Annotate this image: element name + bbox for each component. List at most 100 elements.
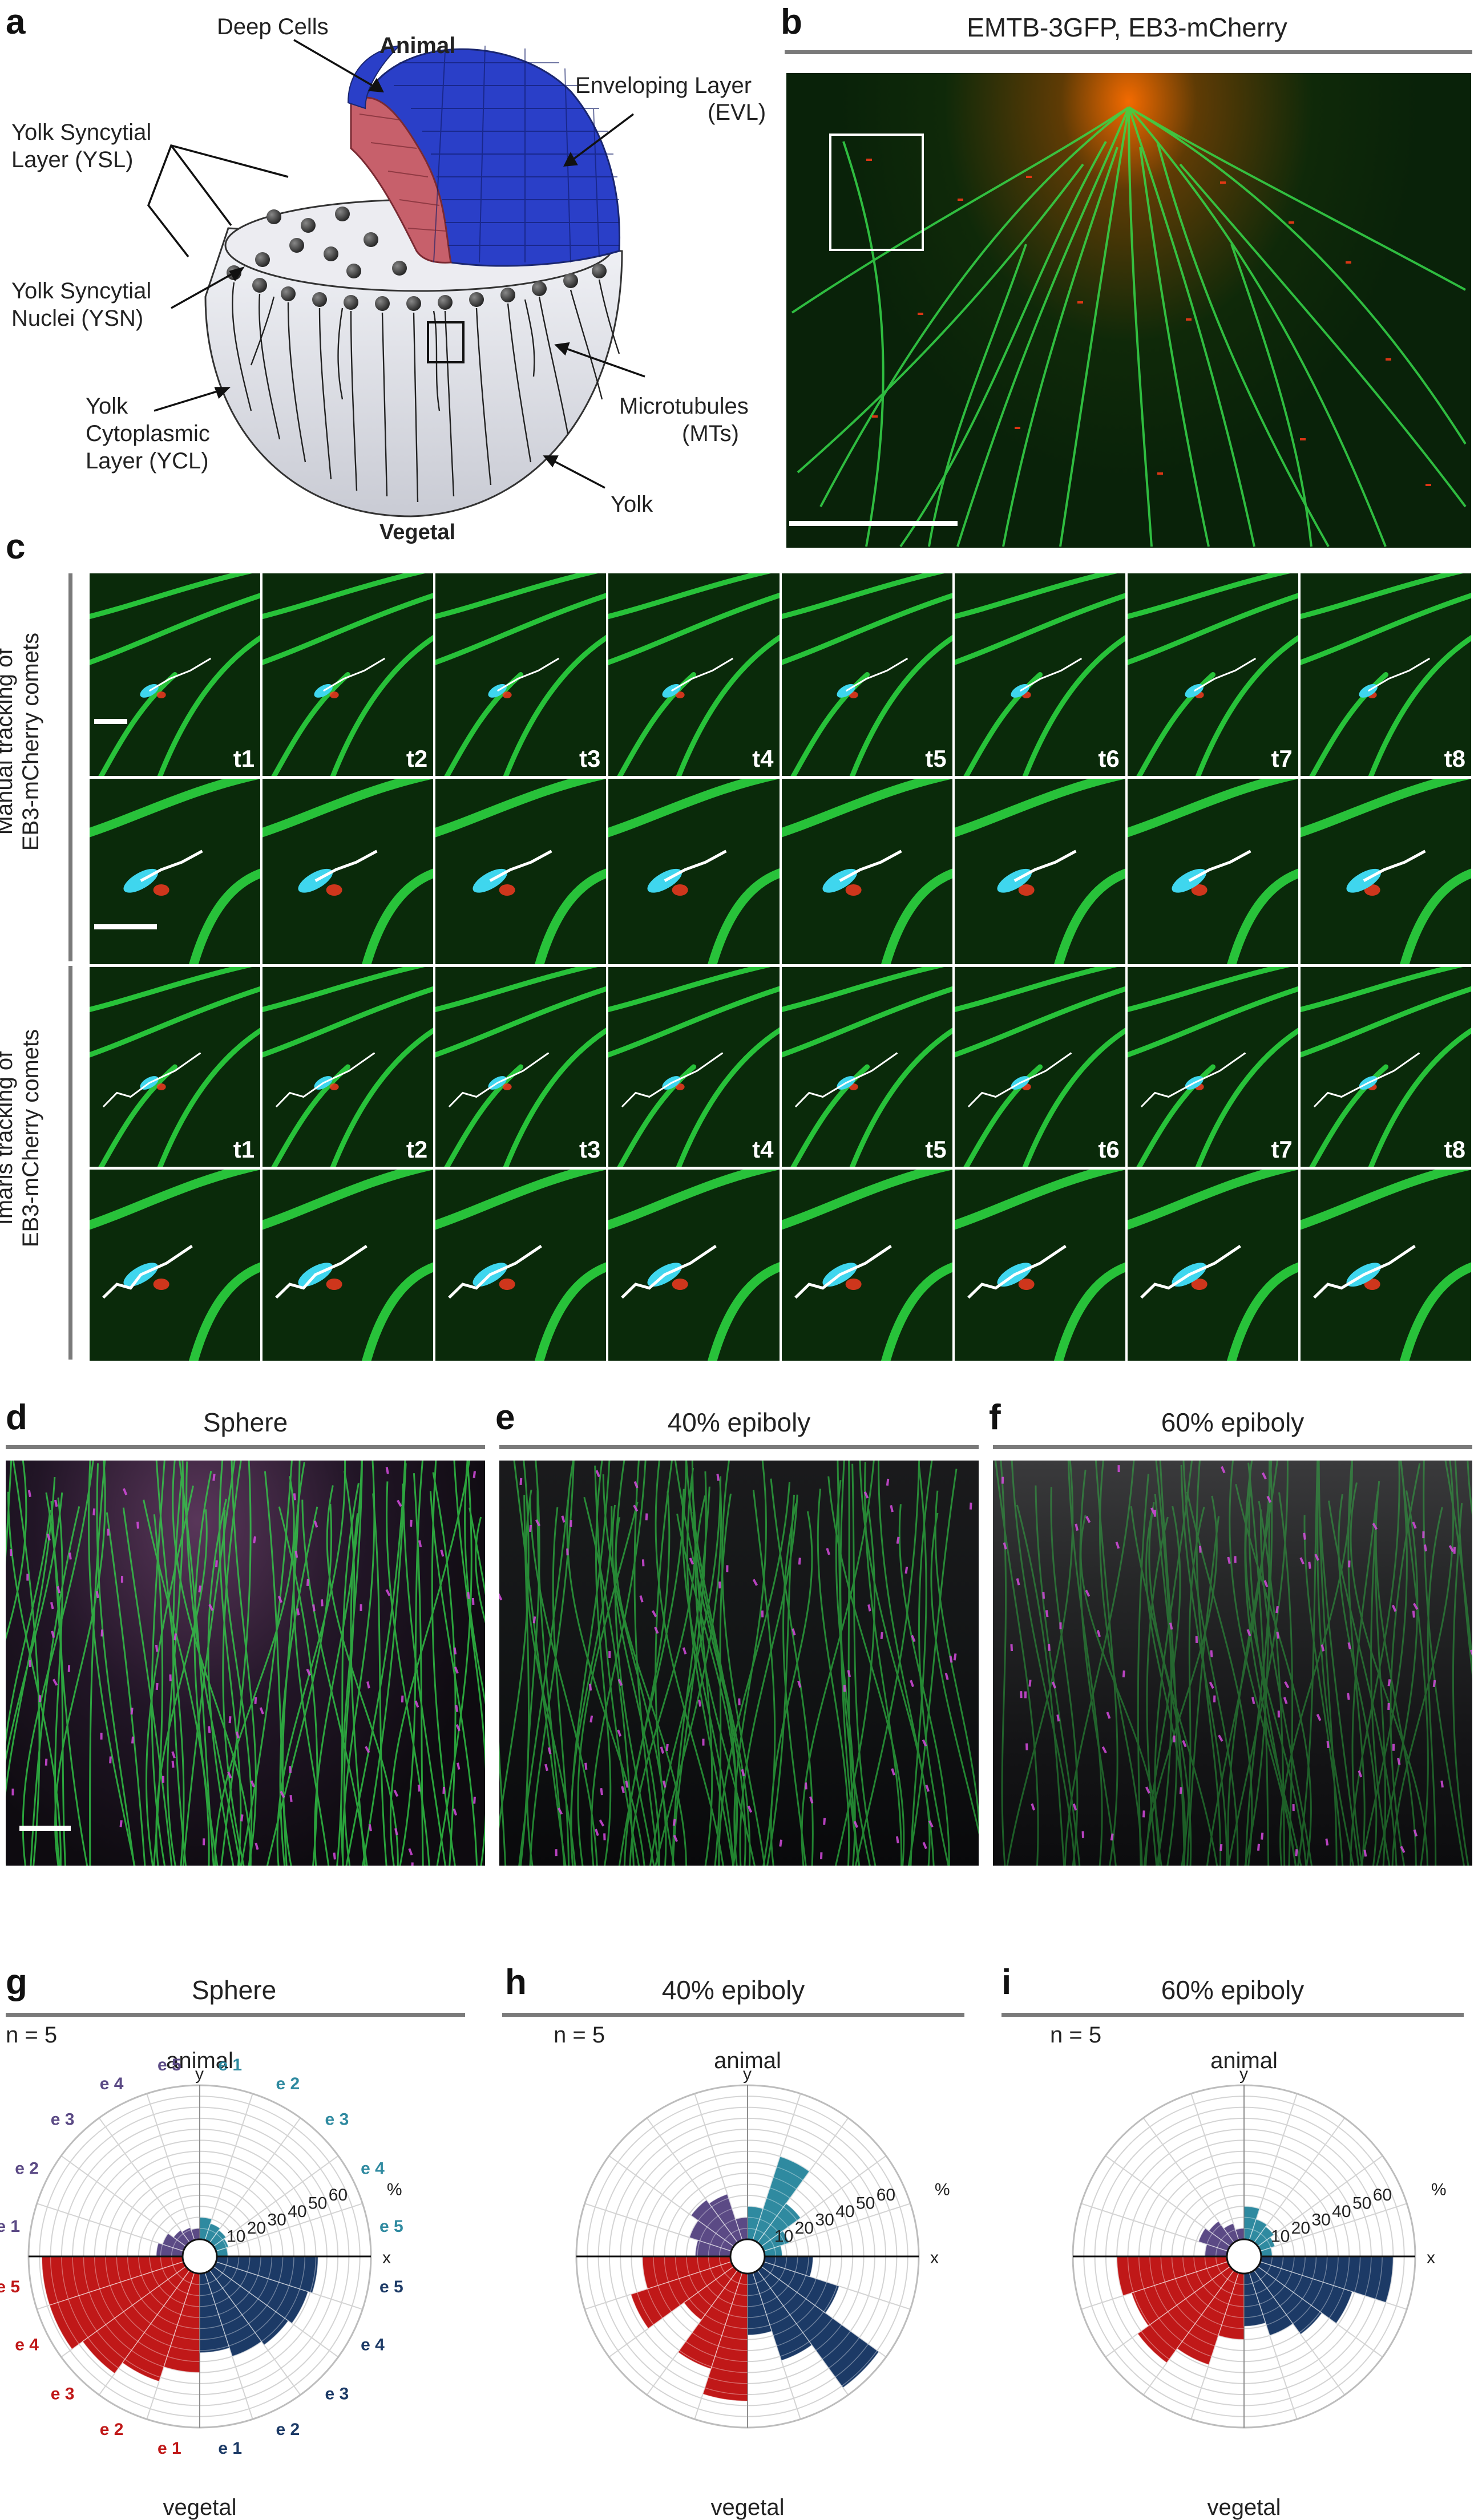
frame-label-manual-6: t6 bbox=[1098, 745, 1120, 772]
panel-c-label-imaris-2: EB3-mCherry comets bbox=[18, 1029, 43, 1248]
panel-c-frame-manual-overview-2: t2 bbox=[263, 573, 434, 776]
embryo-diagram-svg bbox=[147, 39, 645, 517]
panel-c-frame-imaris-overview-4: t4 bbox=[608, 967, 780, 1167]
panel-i-title-bar bbox=[1001, 2013, 1464, 2017]
eb3-comet bbox=[672, 884, 689, 896]
polar-sector-label-q3: e 4 bbox=[15, 2335, 39, 2354]
panel-letter-c: c bbox=[6, 527, 26, 567]
panel-letter-e: e bbox=[495, 1398, 515, 1437]
panel-e-title-bar bbox=[499, 1445, 979, 1449]
panel-b-title-bar bbox=[785, 50, 1472, 54]
panel-f-micrograph bbox=[993, 1461, 1472, 1866]
track-line bbox=[1313, 1052, 1420, 1108]
panel-d-micrograph bbox=[6, 1461, 485, 1866]
track-line bbox=[1140, 1244, 1241, 1299]
panel-c-scale-bar-2 bbox=[94, 924, 157, 929]
track-line bbox=[140, 850, 203, 882]
panel-c-frame-manual-zoom-5 bbox=[781, 779, 952, 964]
panel-c-frame-art bbox=[90, 967, 261, 1167]
polar-tick-label: 20 bbox=[795, 2219, 814, 2238]
eb3-comet bbox=[153, 1279, 169, 1290]
eb3-comet bbox=[499, 1279, 515, 1290]
polar-sector-label-q3: e 1 bbox=[158, 2439, 181, 2458]
polar-tick-label: 60 bbox=[877, 2186, 895, 2205]
panel-letter-b: b bbox=[781, 2, 802, 42]
label-ysn-2: Nuclei (YSN) bbox=[11, 306, 144, 331]
polar-tick-label: 40 bbox=[1332, 2202, 1351, 2221]
panel-g-title-bar bbox=[6, 2013, 465, 2017]
track-line bbox=[1140, 1052, 1246, 1108]
blastoderm-animal-cap bbox=[347, 45, 401, 110]
polar-tick-label: 30 bbox=[267, 2210, 286, 2229]
label-yolk: Yolk bbox=[611, 492, 653, 517]
panel-i-title: 60% epiboly bbox=[1161, 1975, 1305, 2005]
polar-sector-label-q1: e 5 bbox=[379, 2217, 403, 2236]
eb3-comet bbox=[153, 884, 169, 896]
panel-c-divider-top bbox=[68, 573, 72, 961]
label-deep-cells: Deep Cells bbox=[217, 14, 329, 39]
polar-y-label: y bbox=[743, 2065, 752, 2084]
panel-c-frame-art bbox=[1127, 967, 1298, 1167]
label-evl-1: Enveloping Layer bbox=[575, 73, 752, 98]
eb3-comet bbox=[676, 1083, 685, 1090]
panel-c-frame-imaris-overview-7: t7 bbox=[1127, 967, 1298, 1167]
panel-c-frame-art bbox=[954, 1170, 1125, 1361]
eb3-comet bbox=[329, 1083, 339, 1090]
polar-sector-label-q4: e 4 bbox=[361, 2335, 385, 2354]
frame-label-imaris-1: t1 bbox=[233, 1136, 255, 1163]
track-line bbox=[621, 1244, 717, 1299]
frame-label-imaris-5: t5 bbox=[925, 1136, 947, 1163]
polar-tick-label: 60 bbox=[329, 2186, 348, 2205]
track-line bbox=[1313, 1244, 1416, 1299]
label-mts-2: (MTs) bbox=[682, 421, 739, 446]
panel-b-scale-bar bbox=[789, 521, 958, 526]
polar-tick-label: 10 bbox=[1271, 2227, 1290, 2246]
frame-label-imaris-2: t2 bbox=[406, 1136, 428, 1163]
track-line bbox=[275, 1052, 375, 1108]
polar-center-hole bbox=[181, 2238, 218, 2275]
eb3-comet bbox=[676, 691, 685, 698]
panel-c-frame-imaris-overview-6: t6 bbox=[954, 967, 1125, 1167]
polar-sector-label-q1: e 2 bbox=[276, 2074, 300, 2093]
polar-x-label: x bbox=[930, 2248, 939, 2267]
label-ycl-2: Cytoplasmic bbox=[86, 421, 210, 446]
track-line bbox=[102, 1052, 201, 1108]
track-line bbox=[671, 657, 734, 692]
track-line bbox=[1188, 850, 1251, 882]
track-line bbox=[839, 850, 902, 882]
panel-e-micrograph bbox=[499, 1461, 979, 1866]
callout-lines bbox=[147, 39, 645, 489]
frame-label-imaris-3: t3 bbox=[579, 1136, 601, 1163]
panel-c-frame-art bbox=[1300, 967, 1471, 1167]
frame-label-manual-8: t8 bbox=[1444, 745, 1465, 772]
polar-n-label: n = 5 bbox=[554, 2023, 605, 2048]
polar-tick-label: 30 bbox=[1311, 2210, 1330, 2229]
panel-c-frame-imaris-zoom-4 bbox=[608, 1170, 780, 1361]
panel-c-scale-bar-1 bbox=[94, 719, 127, 724]
panel-b-roi-box bbox=[829, 134, 924, 251]
polar-tick-label: 40 bbox=[288, 2202, 306, 2221]
track-line bbox=[1367, 657, 1431, 692]
panel-b-title: EMTB-3GFP, EB3-mCherry bbox=[967, 13, 1287, 42]
deep-cell-texture bbox=[359, 114, 447, 232]
panel-d-title-bar bbox=[6, 1445, 485, 1449]
track-line bbox=[449, 1052, 550, 1108]
track-line bbox=[1193, 657, 1256, 692]
track-line bbox=[664, 850, 727, 882]
polar-sector-label-q2: e 2 bbox=[15, 2159, 39, 2178]
panel-c-frame-art bbox=[781, 967, 952, 1167]
panel-c-frame-manual-zoom-1 bbox=[90, 779, 261, 964]
polar-sector-label-q2: e 5 bbox=[158, 2056, 181, 2074]
panel-c-frame-art bbox=[781, 573, 952, 776]
panel-c-divider-bottom bbox=[68, 966, 72, 1360]
polar-animal-label: animal bbox=[714, 2048, 781, 2073]
panel-c-frame-art bbox=[1300, 1170, 1471, 1361]
polar-percent-label: % bbox=[1431, 2180, 1447, 2199]
panel-letter-a: a bbox=[6, 2, 26, 42]
track-line bbox=[314, 850, 378, 882]
panel-c-frame-art bbox=[263, 1170, 434, 1361]
polar-y-label: y bbox=[195, 2065, 204, 2084]
panel-c-frame-art bbox=[608, 967, 780, 1167]
yolk-body bbox=[204, 227, 623, 517]
polar-x-label: x bbox=[382, 2248, 391, 2267]
